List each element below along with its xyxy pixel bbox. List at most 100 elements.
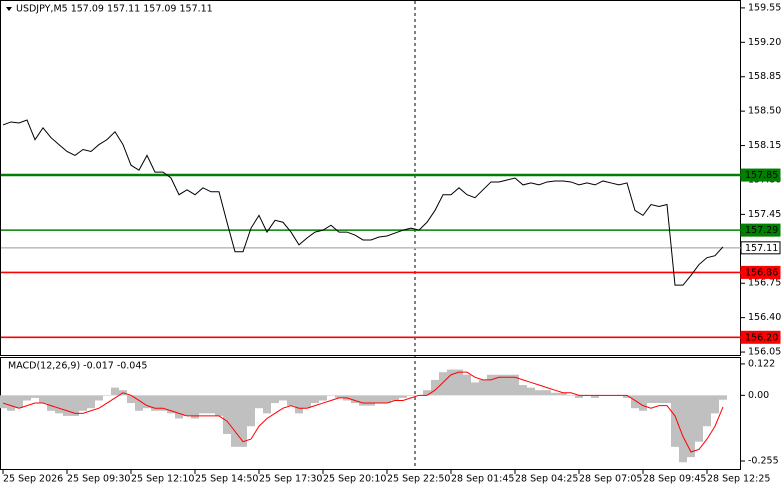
macd-bar [31,395,39,398]
macd-bar [239,395,247,447]
macd-bar [671,395,679,447]
macd-bar [95,395,103,401]
y-tick-label: 157.45 [748,209,781,220]
y-tick-label: 159.55 [748,2,781,13]
macd-bar [591,395,599,398]
macd-bar [191,395,199,419]
macd-bar [207,395,215,414]
macd-bar [719,395,727,400]
macd-bar [567,395,575,396]
macd-bar [0,395,7,409]
y-tick-label: 156.75 [748,278,781,289]
macd-bar [167,395,175,414]
macd-bar [463,374,471,396]
y-tick-label: 0.122 [748,358,775,369]
level-label-box [740,241,781,255]
macd-bar [695,395,703,442]
macd-bar [287,395,295,406]
x-tick-label: 25 Sep 20:10 [323,474,386,485]
x-tick-label: 28 Sep 04:25 [515,474,578,485]
level-label-box [740,168,781,182]
macd-bar [87,395,95,409]
macd-bar [575,395,583,398]
macd-bar [471,382,479,396]
macd-bar [7,395,15,411]
macd-bar [383,395,391,404]
macd-bar [319,395,327,401]
macd-bar [623,395,631,398]
y-tick-label: 158.85 [748,71,781,82]
x-tick-label: 28 Sep 07:05 [579,474,642,485]
macd-bar [639,395,647,411]
macd-bar [551,392,559,396]
macd-bar [711,395,719,414]
macd-bar [63,395,71,416]
macd-bar [423,390,431,396]
macd-bar [663,395,671,404]
macd-bar [23,395,31,401]
level-label: 157.11 [745,243,778,254]
macd-bar [311,395,319,404]
x-tick-label: 25 Sep 2026 [3,474,63,485]
level-label: 156.20 [745,332,778,343]
macd-bar [159,395,167,411]
price-line [2,119,724,286]
macd-bar [631,395,639,409]
macd-bar [543,390,551,396]
macd-bar [175,395,183,419]
y-tick-label: 156.40 [748,312,781,323]
macd-bar [103,395,111,396]
macd-bar [647,395,655,404]
level-label-box [740,223,781,237]
macd-bar [391,395,399,401]
macd-bar [71,395,79,416]
macd-bar [223,395,231,434]
macd-bar [703,395,711,427]
macd-bar [687,395,695,458]
y-tick-label: 0.00 [748,390,769,401]
level-label: 157.85 [745,170,778,181]
macd-bar [535,390,543,396]
macd-bar [151,395,159,411]
macd-bar [511,374,519,396]
macd-bar [479,379,487,396]
macd-bar [215,395,223,416]
chart-title: USDJPY,M5 157.09 157.11 157.09 157.11 [16,4,213,15]
macd-bar [295,395,303,414]
x-tick-label: 28 Sep 01:45 [451,474,514,485]
macd-bar [143,395,151,409]
menu-arrow [6,7,12,11]
macd-bar [359,395,367,406]
level-label: 156.86 [745,267,778,278]
macd-bar [39,395,47,404]
macd-bar [367,395,375,406]
x-tick-label: 28 Sep 09:45 [643,474,706,485]
macd-bar [527,387,535,396]
y-tick-label: 156.05 [748,347,781,358]
macd-bar [271,395,279,404]
macd-bar [519,385,527,396]
x-tick-label: 25 Sep 14:50 [195,474,258,485]
macd-bar [351,395,359,404]
x-tick-label: 28 Sep 12:25 [707,474,770,485]
macd-bar [183,395,191,416]
x-tick-label: 25 Sep 22:50 [387,474,450,485]
macd-bar [679,395,687,463]
macd-bar [111,387,119,396]
macd-bar [455,369,463,396]
signal-line [2,371,724,453]
macd-bar [55,395,63,414]
macd-bar [431,379,439,396]
macd-bar [135,395,143,411]
macd-bar [447,369,455,396]
macd-bar [15,395,23,409]
macd-bar [335,395,343,398]
macd-bar [231,395,239,447]
level-label: 157.29 [745,225,778,236]
y-tick-label: 158.50 [748,106,781,117]
macd-bar [127,395,135,404]
macd-bar [407,395,415,396]
macd-bar [199,395,207,414]
macd-bar [247,395,255,427]
